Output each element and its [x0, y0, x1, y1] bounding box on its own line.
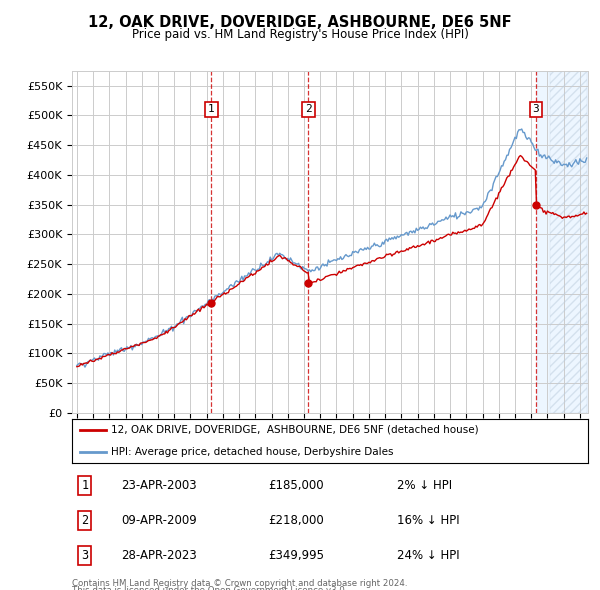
- Text: 12, OAK DRIVE, DOVERIDGE,  ASHBOURNE, DE6 5NF (detached house): 12, OAK DRIVE, DOVERIDGE, ASHBOURNE, DE6…: [110, 425, 478, 435]
- Text: £349,995: £349,995: [268, 549, 324, 562]
- Text: 3: 3: [82, 549, 88, 562]
- Text: HPI: Average price, detached house, Derbyshire Dales: HPI: Average price, detached house, Derb…: [110, 447, 393, 457]
- Text: 2% ↓ HPI: 2% ↓ HPI: [397, 479, 452, 492]
- Text: 23-APR-2003: 23-APR-2003: [121, 479, 197, 492]
- Text: 09-APR-2009: 09-APR-2009: [121, 514, 197, 527]
- Text: 3: 3: [533, 104, 539, 114]
- Text: £185,000: £185,000: [268, 479, 324, 492]
- Text: 24% ↓ HPI: 24% ↓ HPI: [397, 549, 460, 562]
- Text: 12, OAK DRIVE, DOVERIDGE, ASHBOURNE, DE6 5NF: 12, OAK DRIVE, DOVERIDGE, ASHBOURNE, DE6…: [88, 15, 512, 30]
- Text: 2: 2: [305, 104, 312, 114]
- Text: 2: 2: [82, 514, 88, 527]
- Text: Price paid vs. HM Land Registry's House Price Index (HPI): Price paid vs. HM Land Registry's House …: [131, 28, 469, 41]
- Text: 1: 1: [208, 104, 215, 114]
- Text: 28-APR-2023: 28-APR-2023: [121, 549, 197, 562]
- Text: Contains HM Land Registry data © Crown copyright and database right 2024.: Contains HM Land Registry data © Crown c…: [72, 579, 407, 588]
- Text: 1: 1: [82, 479, 88, 492]
- Text: This data is licensed under the Open Government Licence v3.0.: This data is licensed under the Open Gov…: [72, 586, 347, 590]
- Text: 16% ↓ HPI: 16% ↓ HPI: [397, 514, 460, 527]
- Text: £218,000: £218,000: [268, 514, 324, 527]
